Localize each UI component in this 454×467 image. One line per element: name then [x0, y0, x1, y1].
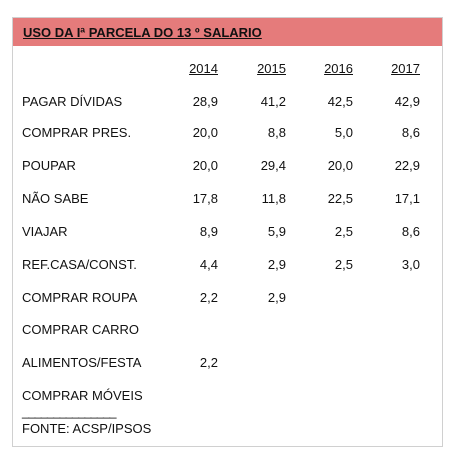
cell-value: 17,1 [394, 191, 420, 206]
cell-value: 8,6 [401, 125, 420, 140]
title-bar: USO DA Iª PARCELA DO 13 º SALARIO [13, 18, 442, 46]
cell-value: 2,5 [334, 257, 353, 272]
cell-value: 22,5 [327, 191, 353, 206]
source-note: FONTE: ACSP/IPSOS [22, 421, 152, 436]
cell-value: 42,9 [394, 94, 420, 109]
year-header-2017: 2017 [391, 61, 420, 76]
cell-value: 2,2 [199, 355, 218, 370]
cell-value: 5,0 [334, 125, 353, 140]
cell-value: 2,9 [267, 290, 286, 305]
cell-value: 8,6 [401, 224, 420, 239]
cell-value: 2,2 [199, 290, 218, 305]
row-label: PAGAR DÍVIDAS [22, 94, 123, 109]
cell-value: 8,9 [199, 224, 218, 239]
cell-value: 22,9 [394, 158, 420, 173]
table-row: COMPRAR MÓVEIS [0, 388, 454, 404]
cell-value: 20,0 [192, 125, 218, 140]
table-title: USO DA Iª PARCELA DO 13 º SALARIO [23, 25, 262, 40]
row-label: ALIMENTOS/FESTA [22, 355, 142, 370]
row-label: REF.CASA/CONST. [22, 257, 137, 272]
year-header-2015: 2015 [257, 61, 286, 76]
table-row: ALIMENTOS/FESTA 2,2 [0, 355, 454, 371]
row-label: COMPRAR MÓVEIS [22, 388, 143, 403]
cell-value: 20,0 [327, 158, 353, 173]
table-row: VIAJAR 8,9 5,9 2,5 8,6 [0, 224, 454, 240]
cell-value: 5,9 [267, 224, 286, 239]
cell-value: 2,9 [267, 257, 286, 272]
cell-value: 8,8 [267, 125, 286, 140]
year-header-2014: 2014 [189, 61, 218, 76]
row-label: COMPRAR PRES. [22, 125, 132, 140]
row-label: NÃO SABE [22, 191, 89, 206]
cell-value: 3,0 [401, 257, 420, 272]
cell-value: 29,4 [260, 158, 286, 173]
cell-value: 28,9 [192, 94, 218, 109]
table-frame [12, 17, 443, 447]
table-row: COMPRAR ROUPA 2,2 2,9 [0, 290, 454, 306]
table-row: REF.CASA/CONST. 4,4 2,9 2,5 3,0 [0, 257, 454, 273]
year-header-2016: 2016 [324, 61, 353, 76]
table-row: COMPRAR PRES. 20,0 8,8 5,0 8,6 [0, 125, 454, 141]
separator-line: _______________ [22, 404, 116, 419]
table-row: NÃO SABE 17,8 11,8 22,5 17,1 [0, 191, 454, 207]
cell-value: 2,5 [334, 224, 353, 239]
table-row: PAGAR DÍVIDAS 28,9 41,2 42,5 42,9 [0, 94, 454, 110]
table-row: POUPAR 20,0 29,4 20,0 22,9 [0, 158, 454, 174]
row-label: COMPRAR ROUPA [22, 290, 138, 305]
cell-value: 41,2 [260, 94, 286, 109]
row-label: COMPRAR CARRO [22, 322, 140, 337]
row-label: POUPAR [22, 158, 76, 173]
cell-value: 4,4 [199, 257, 218, 272]
row-label: VIAJAR [22, 224, 68, 239]
cell-value: 42,5 [327, 94, 353, 109]
cell-value: 20,0 [192, 158, 218, 173]
cell-value: 11,8 [261, 191, 286, 206]
cell-value: 17,8 [192, 191, 218, 206]
table-row: COMPRAR CARRO [0, 322, 454, 338]
